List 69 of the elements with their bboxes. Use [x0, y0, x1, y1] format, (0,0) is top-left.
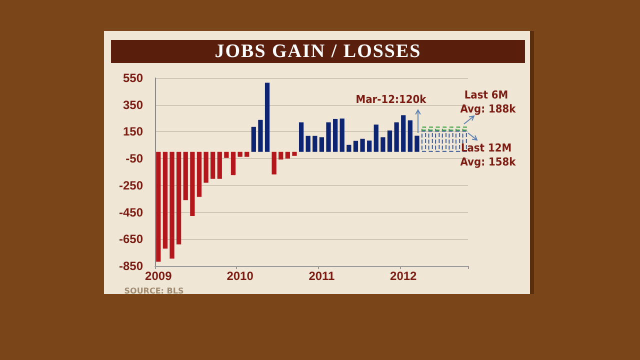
bar [196, 152, 202, 197]
annotation: Last 12M Avg: 158k [460, 142, 516, 168]
y-tick-label: -50 [126, 152, 144, 166]
bar [421, 126, 426, 131]
bar [428, 126, 433, 131]
bar [428, 130, 433, 152]
annotation: Last 6M Avg: 188k [460, 88, 516, 116]
bar [210, 152, 216, 179]
bar [414, 136, 420, 152]
bar [238, 152, 242, 157]
x-tick-label: 2009 [145, 269, 172, 283]
bar [264, 82, 270, 152]
bar [340, 118, 344, 152]
source-note: SOURCE: BLS [124, 286, 184, 296]
y-tick-label: -250 [118, 178, 144, 192]
bar [326, 122, 331, 152]
bar [298, 122, 304, 152]
bar [448, 126, 454, 131]
bar [346, 144, 352, 152]
bar [278, 152, 284, 160]
bar [244, 152, 250, 157]
bar [230, 152, 236, 176]
bar [312, 136, 318, 152]
y-tick-label: 550 [122, 71, 144, 85]
bar [421, 130, 426, 152]
bar [462, 126, 467, 131]
bar [401, 115, 406, 152]
bar [353, 140, 358, 152]
bar [272, 152, 276, 174]
y-tick-label: 350 [122, 98, 144, 112]
bar [360, 138, 365, 152]
y-tick-label: -850 [118, 259, 144, 273]
bar [319, 137, 324, 152]
bar [285, 152, 290, 159]
x-tick-label: 2012 [390, 269, 418, 283]
bar [435, 126, 440, 131]
bar [170, 152, 174, 259]
chart-title: JOBS GAIN / LOSSES [111, 40, 525, 63]
bar [333, 118, 338, 152]
bar [387, 130, 392, 152]
bar [292, 152, 297, 156]
bar [367, 140, 372, 152]
bar [183, 152, 188, 200]
bar [448, 130, 454, 152]
x-tick-label: 2011 [308, 269, 336, 283]
bar [176, 152, 182, 244]
bar [190, 152, 195, 216]
bar [374, 124, 378, 152]
bar [455, 126, 460, 131]
annotation: Mar-12:120k [356, 93, 427, 106]
bar [258, 120, 263, 152]
bar [156, 152, 161, 262]
x-tick-label: 2010 [226, 269, 254, 283]
bar [251, 126, 256, 152]
bar [442, 130, 446, 152]
bar [217, 152, 222, 179]
bar [442, 126, 446, 131]
bar [204, 152, 208, 183]
y-tick-label: -450 [118, 205, 144, 220]
bar [162, 152, 168, 249]
bar [394, 122, 399, 152]
bar [455, 130, 460, 152]
bar [306, 136, 310, 152]
bar [224, 152, 229, 158]
y-tick-label: -650 [118, 232, 144, 246]
bar [380, 137, 386, 152]
bar [408, 120, 412, 152]
bar [435, 130, 440, 152]
y-tick-label: 150 [122, 124, 144, 139]
